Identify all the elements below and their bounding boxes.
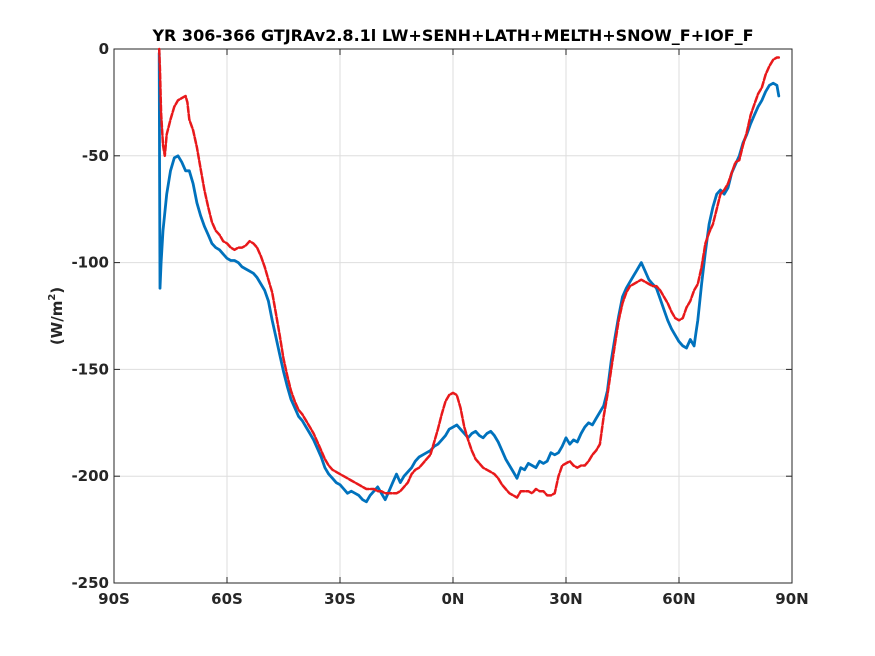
y-tick-label: -100 xyxy=(71,254,109,272)
y-axis-label-superscript: 2 xyxy=(47,294,58,301)
y-tick-label: -250 xyxy=(71,574,109,592)
y-tick-label: -50 xyxy=(82,147,109,165)
y-axis-label-close: ) xyxy=(48,287,66,294)
chart-title: YR 306-366 GTJRAv2.8.1l LW+SENH+LATH+MEL… xyxy=(151,26,753,45)
axis-ticks: 90S 60S 30S 0N 30N 60N 90N -250 -200 -150 -100 -50 0 xyxy=(71,40,808,608)
y-axis-label-unit: (W/m xyxy=(48,301,66,346)
x-tick-label: 60S xyxy=(211,590,243,608)
y-tick-label: -150 xyxy=(71,360,109,378)
x-tick-label: 0N xyxy=(442,590,465,608)
y-axis-label: (W/m2) xyxy=(47,287,66,345)
y-tick-label: 0 xyxy=(99,40,109,58)
x-tick-label: 90N xyxy=(775,590,808,608)
x-tick-label: 30S xyxy=(324,590,356,608)
x-tick-label: 60N xyxy=(662,590,695,608)
series-line-2 xyxy=(157,47,781,499)
y-tick-label: -200 xyxy=(71,467,109,485)
series-layer xyxy=(157,47,781,504)
x-tick-label: 30N xyxy=(549,590,582,608)
x-tick-label: 90S xyxy=(98,590,130,608)
